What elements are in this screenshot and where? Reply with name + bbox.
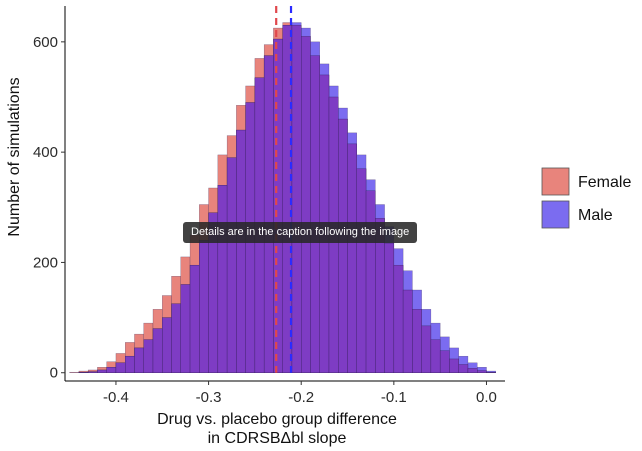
overlap-bar <box>402 289 413 373</box>
y-tick-label: 600 <box>33 34 58 51</box>
overlap-bar <box>115 362 126 373</box>
y-axis-title: Number of simulations <box>6 77 23 236</box>
overlap-bar <box>134 347 144 373</box>
overlap-bar <box>162 317 172 373</box>
overlap-bar <box>143 339 154 373</box>
overlap-bar <box>152 328 163 373</box>
overlap-bar <box>449 358 459 373</box>
overlap-bar <box>180 284 191 373</box>
legend-label-male: Male <box>578 207 613 224</box>
female-bar <box>69 371 80 373</box>
overlap-bar <box>310 55 320 373</box>
overlap-bar <box>78 371 89 373</box>
overlap-bar <box>384 242 395 373</box>
overlap-bar <box>87 371 98 373</box>
tick-labels: -0.4 -0.3 -0.2 -0.1 0.0 0 200 400 600 <box>33 34 497 406</box>
overlap-bar <box>486 371 496 373</box>
overlap-bar <box>226 157 237 373</box>
legend-swatch-female <box>541 167 570 196</box>
overlap-bar <box>301 36 311 373</box>
y-tick-label: 0 <box>50 365 58 382</box>
overlap-bar <box>477 370 487 373</box>
overlap-bar <box>106 367 117 373</box>
axes <box>61 6 505 385</box>
overlap-bar <box>439 350 450 373</box>
overlap-bar <box>458 364 469 373</box>
overlap-bar <box>412 309 422 373</box>
overlap-bar <box>421 325 432 373</box>
x-tick-label: -0.1 <box>381 389 407 406</box>
overlap-bar <box>189 264 200 373</box>
caption-tooltip: Details are in the caption following the… <box>183 222 418 243</box>
legend-label-female: Female <box>578 174 631 191</box>
overlap-bar <box>338 118 348 373</box>
overlap-bar <box>125 355 135 373</box>
legend: Female Male <box>541 167 631 229</box>
overlap-bar <box>291 25 302 373</box>
overlap-bar <box>467 368 478 373</box>
overlap-bar <box>236 129 246 373</box>
overlap-bar <box>217 185 228 373</box>
overlap-bar <box>347 143 357 373</box>
overlap-bar <box>430 339 441 373</box>
mean-lines <box>275 6 293 373</box>
overlap-bar <box>171 303 181 373</box>
x-tick-label: -0.3 <box>196 389 222 406</box>
overlap-bar <box>393 264 404 373</box>
x-axis-title-line2: in CDRSBΔbl slope <box>208 430 347 447</box>
overlap-bar <box>263 55 274 373</box>
overlap-bar <box>273 38 283 373</box>
overlap-bar <box>356 168 367 373</box>
y-tick-label: 400 <box>33 144 58 161</box>
x-tick-label: 0.0 <box>476 389 497 406</box>
legend-swatch-male <box>541 200 570 229</box>
x-axis-title-line1: Drug vs. placebo group difference <box>157 411 397 428</box>
x-tick-label: -0.4 <box>103 389 129 406</box>
overlap-bar <box>199 240 209 373</box>
overlap-bar <box>365 190 376 373</box>
y-tick-label: 200 <box>33 254 58 271</box>
overlap-bar <box>97 369 107 373</box>
overlap-bars <box>78 25 496 373</box>
x-tick-label: -0.2 <box>288 389 314 406</box>
